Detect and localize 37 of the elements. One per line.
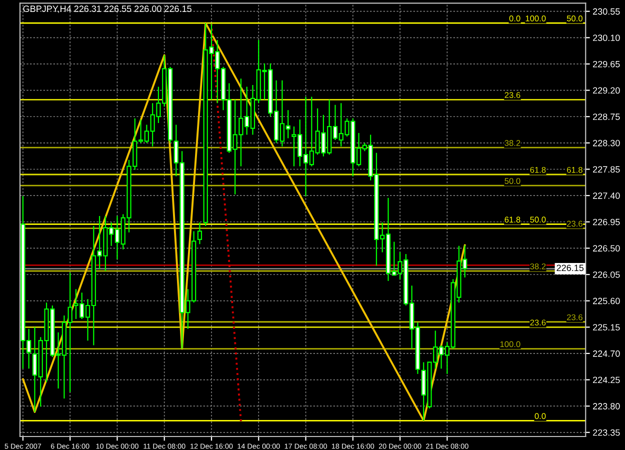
- y-tick-label: 227.85: [593, 166, 620, 173]
- y-tick-label: 227.40: [593, 192, 620, 199]
- annotation: 100.0: [500, 341, 520, 348]
- annotation: 38.2: [504, 140, 520, 146]
- y-tick-label: 230.10: [593, 34, 620, 42]
- annotation: 0.0: [534, 413, 546, 420]
- annotation: 0.0: [509, 15, 520, 22]
- y-tick-label: 223.35: [593, 429, 620, 436]
- annotation: 61.8: [567, 166, 582, 173]
- y-tick-label: 223.80: [593, 403, 620, 410]
- y-tick-label: 230.55: [593, 8, 620, 15]
- annotation: 23.6: [504, 92, 520, 98]
- annotation: 23.6: [567, 220, 582, 227]
- y-tick-label: 228.30: [593, 140, 620, 146]
- annotation: 38.2: [530, 263, 546, 270]
- annotation: 61.8: [530, 166, 546, 173]
- y-tick-label: 225.15: [593, 324, 620, 330]
- y-tick-label: 229.65: [593, 60, 620, 68]
- y-tick-label: 226.05: [593, 271, 620, 278]
- annotation: 50.0: [504, 178, 520, 184]
- y-tick-label: 228.75: [593, 114, 620, 120]
- annotation: 23.6: [530, 320, 546, 326]
- line-series: [22, 22, 466, 422]
- y-tick-label: 225.60: [593, 298, 620, 304]
- candlestick: [197, 222, 202, 245]
- y-tick-label: 224.70: [593, 350, 620, 357]
- annotation: 50.0: [566, 15, 582, 22]
- ref-line-label: 226.15: [556, 264, 584, 272]
- y-tick-label: 226.95: [593, 218, 620, 226]
- y-tick-label: 229.20: [593, 87, 620, 94]
- annotation: 23.6: [567, 314, 582, 320]
- y-tick-label: 224.25: [593, 376, 620, 384]
- annotation: 61.8: [504, 216, 520, 223]
- annotation: 100.0: [526, 15, 546, 22]
- chart-title: GBPJPY,H4 226.31 226.55 226.00 226.15: [23, 6, 192, 14]
- y-tick-label: 226.50: [593, 245, 620, 252]
- annotation: 50.0: [530, 216, 546, 223]
